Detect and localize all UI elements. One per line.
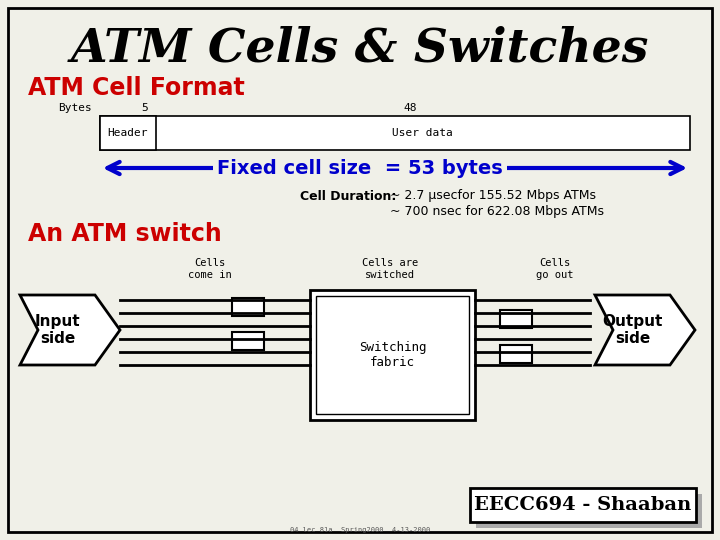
Text: ~ 2.7 μsecfor 155.52 Mbps ATMs: ~ 2.7 μsecfor 155.52 Mbps ATMs xyxy=(390,190,596,202)
Text: Cells
go out: Cells go out xyxy=(536,258,574,280)
Text: Input
side: Input side xyxy=(35,314,81,346)
Text: Cells are
switched: Cells are switched xyxy=(362,258,418,280)
Bar xyxy=(310,290,475,420)
Polygon shape xyxy=(595,295,695,365)
Text: EECC694 - Shaaban: EECC694 - Shaaban xyxy=(474,496,692,514)
Text: ATM Cells & Switches: ATM Cells & Switches xyxy=(71,25,649,71)
Text: 48: 48 xyxy=(403,103,417,113)
Bar xyxy=(232,332,264,350)
Text: Cells
come in: Cells come in xyxy=(188,258,232,280)
Bar xyxy=(100,116,156,150)
Text: Switching
fabric: Switching fabric xyxy=(359,341,426,369)
Text: ATM Cell Format: ATM Cell Format xyxy=(28,76,245,100)
Bar xyxy=(470,488,696,522)
Bar xyxy=(232,298,264,316)
Text: 04 lec 81a  Spring2000  4-13-2000: 04 lec 81a Spring2000 4-13-2000 xyxy=(290,527,430,533)
Bar xyxy=(316,296,469,414)
Text: Fixed cell size  = 53 bytes: Fixed cell size = 53 bytes xyxy=(217,159,503,178)
Text: User data: User data xyxy=(392,128,453,138)
Text: ~ 700 nsec for 622.08 Mbps ATMs: ~ 700 nsec for 622.08 Mbps ATMs xyxy=(390,206,604,219)
Text: 5: 5 xyxy=(142,103,148,113)
Bar xyxy=(500,345,532,363)
Text: Output
side: Output side xyxy=(603,314,662,346)
Text: An ATM switch: An ATM switch xyxy=(28,222,222,246)
Bar xyxy=(100,116,690,150)
Bar xyxy=(500,310,532,328)
Text: Bytes: Bytes xyxy=(58,103,91,113)
Text: Cell Duration:: Cell Duration: xyxy=(300,190,397,202)
Text: Header: Header xyxy=(107,128,148,138)
Polygon shape xyxy=(20,295,120,365)
Bar xyxy=(476,494,702,528)
